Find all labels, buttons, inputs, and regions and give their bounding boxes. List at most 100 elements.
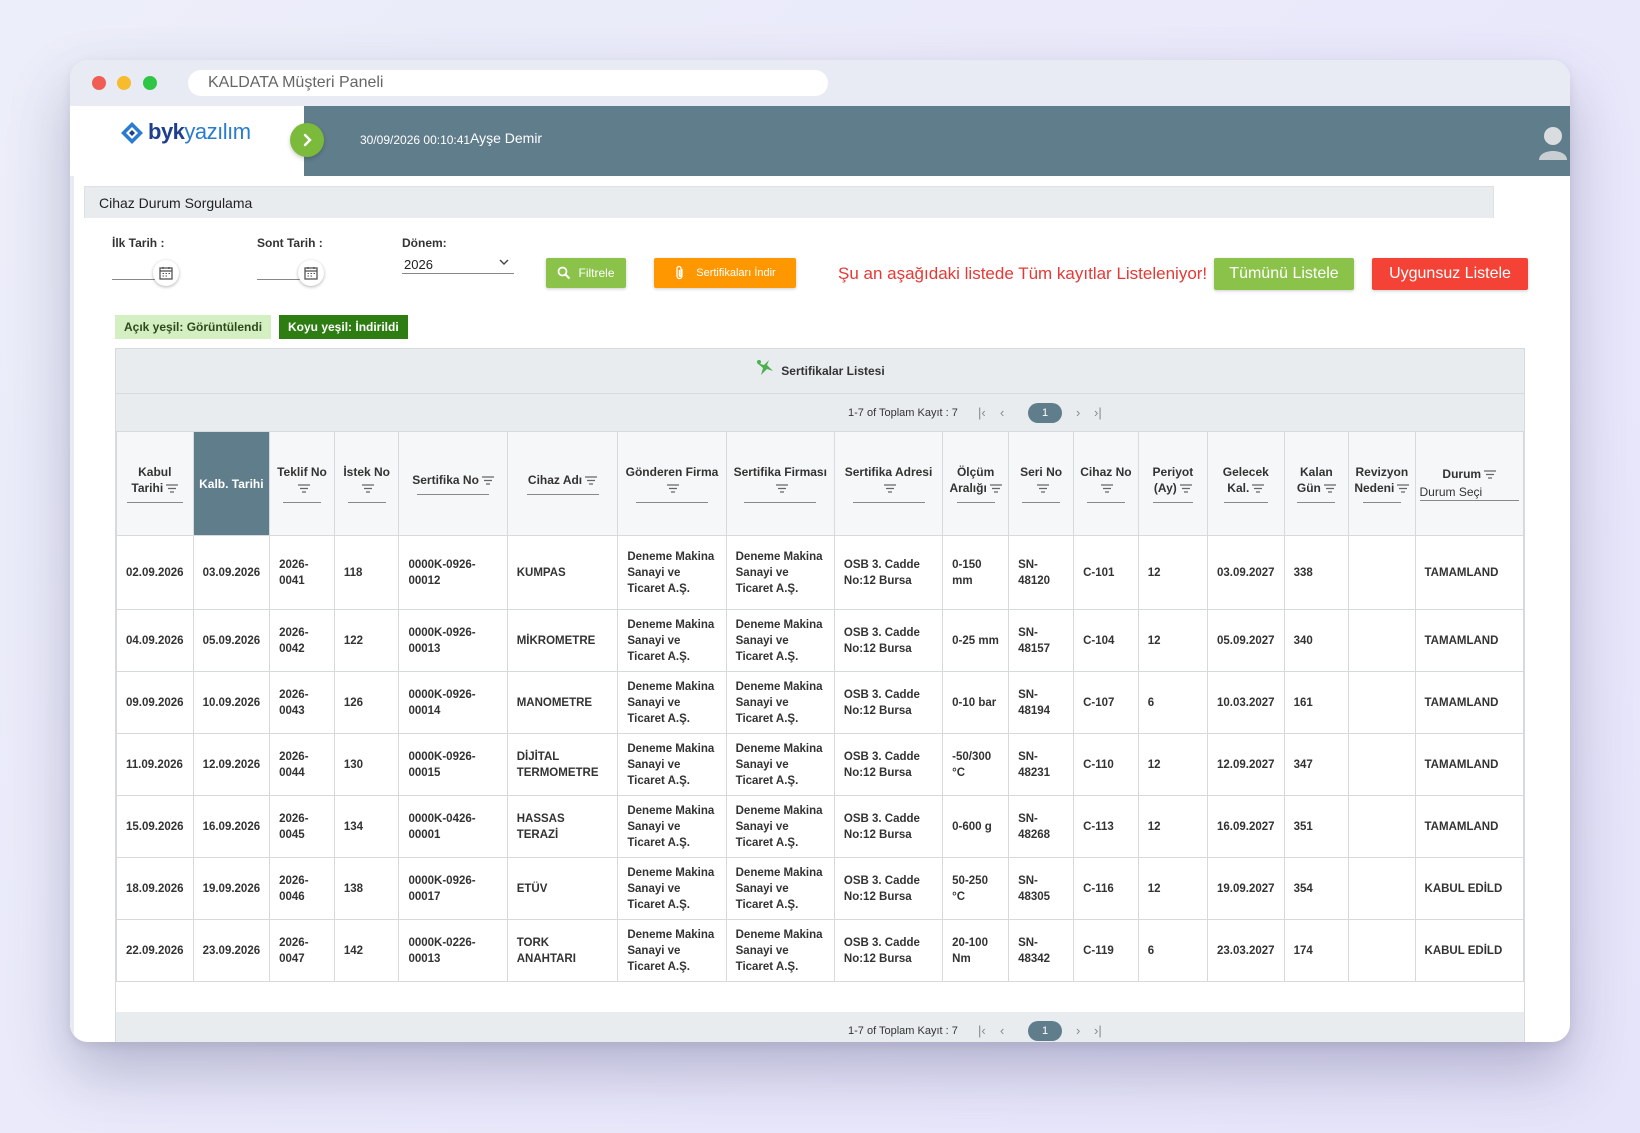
end-date-input[interactable] [257,262,307,280]
next-page-icon[interactable]: › [1076,1023,1081,1038]
table-cell: TAMAMLAND [1414,733,1524,796]
filter-button[interactable]: Filtrele [546,258,626,288]
prev-page-icon[interactable]: ‹ [1000,405,1005,420]
table-row[interactable]: 18.09.2026 19.09.2026 2026-0046 138 0000K-09… [116,857,1524,920]
sort-icon[interactable] [1177,481,1192,495]
column-header[interactable]: Gelecek Kal. [1207,431,1285,536]
column-filter-input[interactable] [635,502,708,503]
column-header[interactable]: Periyot (Ay) [1137,431,1209,536]
sort-icon[interactable] [582,473,598,487]
list-nonconforming-button[interactable]: Uygunsuz Listele [1372,258,1528,290]
page-number[interactable]: 1 [1028,402,1062,423]
column-header[interactable]: Sertifika No [398,431,508,536]
user-avatar-icon[interactable] [1536,124,1570,160]
sort-icon[interactable] [479,473,494,487]
column-filter-input[interactable] [1022,502,1061,503]
prev-page-icon[interactable]: ‹ [1000,1023,1005,1038]
column-filter-input[interactable] [1152,502,1193,503]
column-filter-input[interactable] [744,502,817,503]
titlebar: KALDATA Müşteri Paneli [70,60,1570,106]
sort-icon[interactable] [1321,481,1336,495]
column-filter-input[interactable] [1297,502,1336,503]
column-header[interactable]: Sertifika Firması [725,431,835,536]
table-row[interactable]: 04.09.2026 05.09.2026 2026-0042 122 0000K-09… [116,609,1524,672]
table-cell: 351 [1283,795,1350,858]
column-filter-input[interactable] [956,502,995,503]
sort-icon[interactable] [1394,481,1410,495]
close-window-button[interactable] [92,76,106,90]
start-date-input[interactable] [112,262,162,280]
first-page-icon[interactable]: |‹ [978,1023,986,1038]
column-header[interactable]: Teklif No [269,431,335,536]
table-row[interactable]: 11.09.2026 12.09.2026 2026-0044 130 0000K-09… [116,733,1524,796]
sort-icon[interactable] [1481,467,1497,481]
period-select[interactable]: 2026 [402,254,514,274]
table-cell: Deneme Makina Sanayi ve Ticaret A.Ş. [617,857,727,920]
sidebar-toggle-button[interactable] [290,123,324,157]
column-header[interactable]: Gönderen Firma [617,431,727,536]
column-header-label: Sertifika Firması [733,465,827,479]
column-filter-input[interactable] [417,494,490,495]
address-bar[interactable]: KALDATA Müşteri Paneli [188,70,828,96]
logo[interactable]: byk yazılım [120,117,251,147]
column-filter-input[interactable] [126,502,183,503]
table-cell: 23.03.2027 [1207,919,1285,982]
table-row[interactable]: 02.09.2026 03.09.2026 2026-0041 118 0000K-09… [116,535,1524,610]
last-page-icon[interactable]: ›| [1094,1023,1102,1038]
column-header[interactable]: Ölçüm Aralığı [942,431,1010,536]
column-header[interactable]: Kalb. Tarihi [192,431,271,536]
column-header-label: Cihaz Adı [527,473,583,487]
column-header[interactable]: Kalan Gün [1283,431,1350,536]
status-filter-select[interactable]: Durum Seçi [1419,484,1519,501]
table-cell: OSB 3. Cadde No:12 Bursa [833,795,944,858]
sort-icon[interactable] [773,481,788,495]
sort-icon[interactable] [359,481,375,495]
column-header[interactable]: Sertifika Adresi [833,431,944,536]
next-page-icon[interactable]: › [1076,405,1081,420]
sort-icon[interactable] [1034,481,1049,495]
sort-icon[interactable] [881,481,897,495]
table-cell: 12 [1137,609,1209,672]
column-header[interactable]: Cihaz Adı [506,431,619,536]
table-cell: 0000K-0926-00014 [398,671,508,734]
chevron-down-icon [499,259,509,265]
minimize-window-button[interactable] [117,76,131,90]
sort-icon[interactable] [1098,481,1114,495]
column-filter-input[interactable] [1362,502,1401,503]
column-filter-input[interactable] [283,502,321,503]
table-row[interactable]: 22.09.2026 23.09.2026 2026-0047 142 0000K-02… [116,919,1524,982]
table-cell: Deneme Makina Sanayi ve Ticaret A.Ş. [617,795,727,858]
table-cell: 0000K-0926-00012 [398,535,508,610]
table-cell: 0-10 bar [942,671,1010,734]
column-header[interactable]: Durum Durum Seçi [1414,431,1524,536]
sort-icon[interactable] [295,481,310,495]
download-certificates-button[interactable]: Sertifikaları İndir [654,258,796,288]
sort-icon[interactable] [163,481,179,495]
column-header[interactable]: Seri No [1008,431,1075,536]
column-header[interactable]: İstek No [333,431,400,536]
page-number-bottom[interactable]: 1 [1028,1020,1062,1041]
sort-icon[interactable] [987,481,1002,495]
column-filter-input[interactable] [1086,502,1125,503]
period-value: 2026 [404,257,433,272]
column-filter-input[interactable] [1223,502,1268,503]
table-cell [1348,535,1416,610]
column-header[interactable]: Kabul Tarihi [116,431,194,536]
table-cell: Deneme Makina Sanayi ve Ticaret A.Ş. [617,919,727,982]
end-calendar-icon[interactable] [298,260,324,286]
column-filter-input[interactable] [347,502,386,503]
sort-icon[interactable] [1249,481,1265,495]
column-header[interactable]: Revizyon Nedeni [1348,431,1416,536]
start-calendar-icon[interactable] [153,260,179,286]
list-all-button[interactable]: Tümünü Listele [1214,258,1354,290]
column-header[interactable]: Cihaz No [1073,431,1139,536]
column-header-label: Gönderen Firma [625,465,719,479]
column-filter-input[interactable] [526,494,599,495]
column-filter-input[interactable] [852,502,925,503]
last-page-icon[interactable]: ›| [1094,405,1102,420]
maximize-window-button[interactable] [143,76,157,90]
table-row[interactable]: 09.09.2026 10.09.2026 2026-0043 126 0000K-09… [116,671,1524,734]
sort-icon[interactable] [664,481,680,495]
table-row[interactable]: 15.09.2026 16.09.2026 2026-0045 134 0000K-04… [116,795,1524,858]
first-page-icon[interactable]: |‹ [978,405,986,420]
